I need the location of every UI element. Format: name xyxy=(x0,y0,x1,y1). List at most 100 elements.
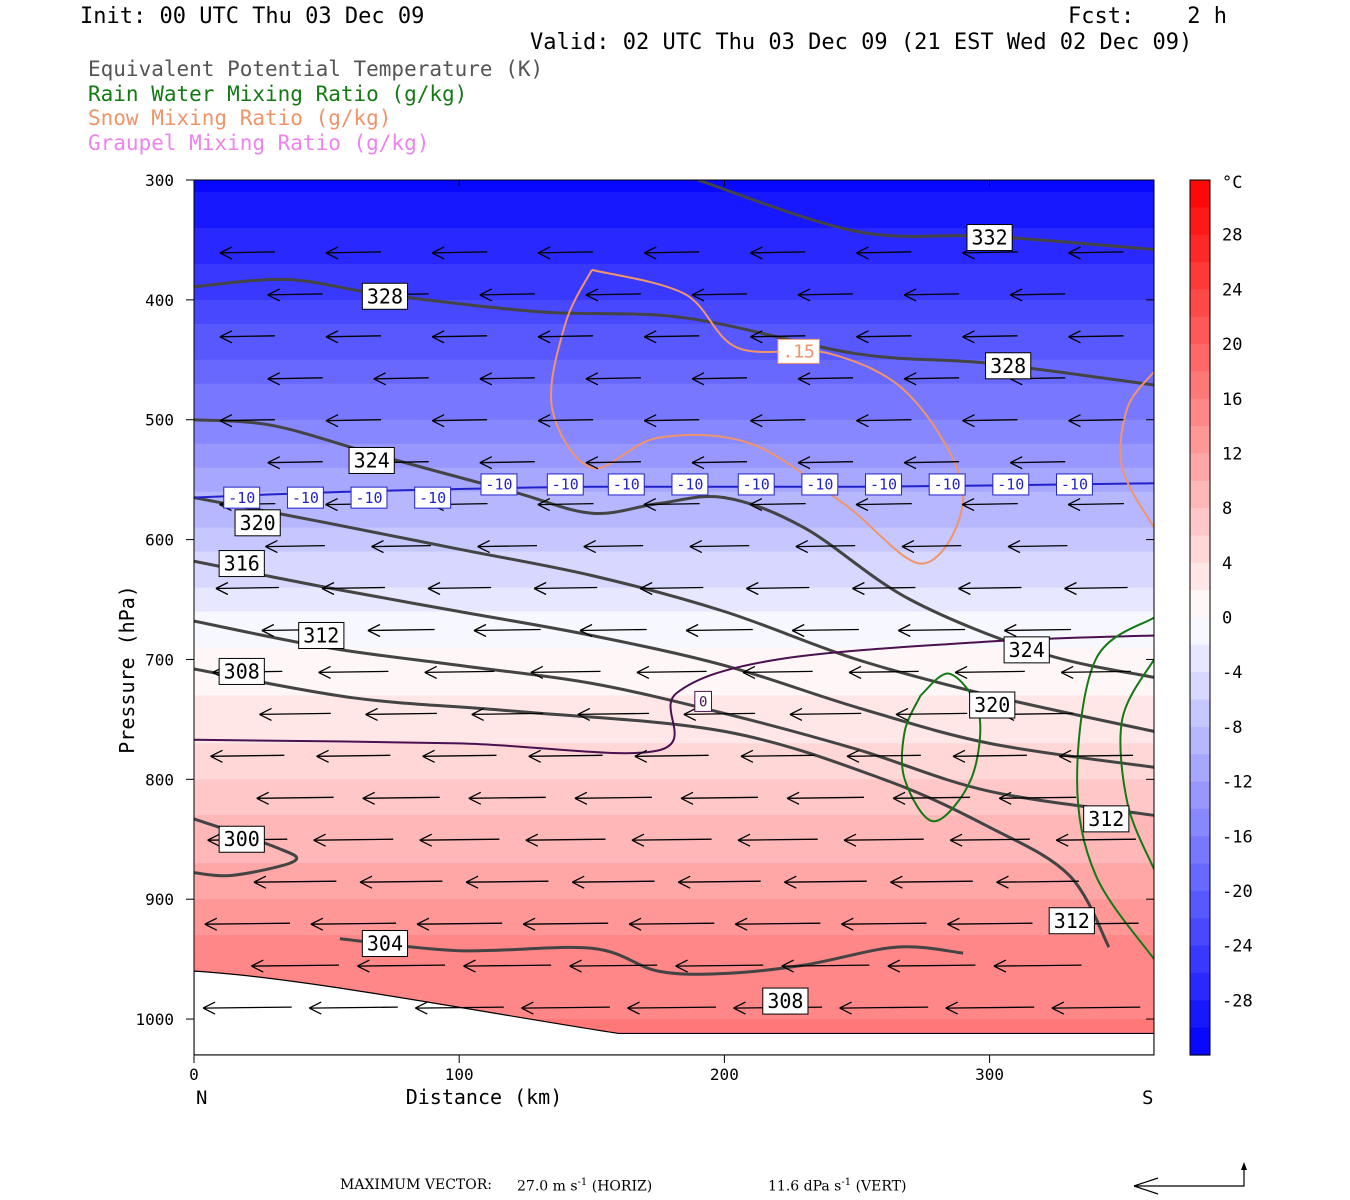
isotherm-minus10-label: -10 xyxy=(355,489,382,507)
wind-vector xyxy=(419,833,500,847)
temperature-band xyxy=(194,191,1154,205)
wind-vector xyxy=(530,665,601,679)
wind-vector xyxy=(683,707,756,721)
wind-vector xyxy=(477,540,538,554)
temperature-band xyxy=(194,575,1154,589)
isotherm-minus10-label-box xyxy=(992,473,1030,496)
wind-vector xyxy=(737,833,818,847)
wind-vector xyxy=(463,959,552,973)
theta-e-contour xyxy=(697,180,1154,251)
max-vector-horiz: 27.0 m s-1 (HORIZ) xyxy=(517,1177,652,1195)
colorbar-cell xyxy=(1190,398,1210,427)
wind-vector xyxy=(259,707,331,721)
wind-vector xyxy=(892,791,971,805)
wind-vector xyxy=(856,246,912,260)
max-vector-vert-value: 11.6 dPa s xyxy=(768,1178,842,1195)
colorbar-tick-label: -16 xyxy=(1222,827,1253,847)
temperature-band xyxy=(194,455,1154,469)
wind-vector xyxy=(746,581,810,596)
wind-vector xyxy=(367,623,435,638)
wind-vector xyxy=(791,623,859,638)
wind-vector xyxy=(691,288,748,302)
temperature-band xyxy=(194,419,1154,433)
colorbar-cell xyxy=(1190,945,1210,974)
wind-vector xyxy=(574,791,652,805)
wind-vector xyxy=(424,665,495,679)
wind-vector xyxy=(680,791,758,805)
wind-vector xyxy=(750,330,806,344)
temperature-band xyxy=(194,863,1154,876)
wind-vector xyxy=(952,749,1027,763)
wind-vector xyxy=(365,707,437,721)
temperature-band xyxy=(194,971,1154,984)
x-axis-label: Distance (km) xyxy=(406,1085,563,1109)
snow-label: .15 xyxy=(782,342,815,363)
colorbar-tick-label: 24 xyxy=(1222,280,1242,300)
wind-vector xyxy=(797,288,854,302)
theta-e-label: 312 xyxy=(303,623,339,647)
temperature-band xyxy=(194,635,1154,649)
temperature-band xyxy=(194,359,1154,373)
wind-vector xyxy=(577,707,650,721)
theta-e-contour xyxy=(194,277,1154,387)
theta-e-label: 312 xyxy=(1088,807,1124,831)
wind-vector xyxy=(202,1001,292,1015)
max-vector-horiz-unit: (HORIZ) xyxy=(591,1178,653,1195)
wind-vector xyxy=(471,707,543,721)
wind-vector xyxy=(373,372,429,386)
temperature-band xyxy=(194,887,1154,900)
isotherm-zero-label: 0 xyxy=(699,694,707,710)
wind-vector xyxy=(431,414,488,428)
temperature-band xyxy=(194,251,1154,265)
colorbar-tick-label: 16 xyxy=(1222,390,1242,410)
colorbar-tick-label: 4 xyxy=(1222,554,1232,574)
colorbar-cell xyxy=(1190,344,1210,373)
colorbar-cell xyxy=(1190,289,1210,318)
isotherm-minus10-label: -10 xyxy=(228,489,255,507)
isotherm-minus10-label-box xyxy=(480,473,518,496)
wind-vector xyxy=(750,246,806,260)
wind-vector xyxy=(325,246,382,260)
colorbar-cell xyxy=(1190,781,1210,810)
isotherm-minus10-label-box xyxy=(414,486,452,509)
wind-vector xyxy=(210,749,285,763)
colorbar-cell xyxy=(1190,726,1210,755)
wind-vector xyxy=(958,581,1022,596)
wind-vector xyxy=(734,917,821,931)
wind-vector xyxy=(895,707,968,721)
wind-vector xyxy=(890,875,973,889)
theta-e-label: 308 xyxy=(224,659,260,683)
x-tick-label: 100 xyxy=(445,1065,474,1084)
temperature-band xyxy=(194,923,1154,936)
wind-vector xyxy=(961,498,1018,512)
theta-e-label-box xyxy=(218,550,265,578)
wind-vector xyxy=(781,959,870,973)
colorbar-tick-label: 20 xyxy=(1222,335,1242,355)
colorbar-cell xyxy=(1190,890,1210,919)
temperature-band xyxy=(194,851,1154,864)
theta-e-label-box xyxy=(361,930,409,958)
wind-vector xyxy=(1064,581,1128,596)
wind-vector xyxy=(789,707,862,721)
wind-vector xyxy=(473,623,541,638)
x-end-label-north: N xyxy=(196,1087,207,1109)
wind-vector xyxy=(267,456,323,470)
wind-vector xyxy=(204,917,291,931)
temperature-band xyxy=(194,347,1154,361)
theta-e-label-box xyxy=(218,825,265,853)
wind-vector xyxy=(267,372,323,386)
colorbar-cell xyxy=(1190,207,1210,236)
wind-vector xyxy=(308,1001,398,1015)
wind-vector xyxy=(371,540,431,554)
wind-vector xyxy=(1068,246,1124,260)
theta-e-label: 312 xyxy=(1054,909,1090,933)
colorbar-cell xyxy=(1190,508,1210,537)
wind-vector xyxy=(585,372,641,386)
temperature-band xyxy=(194,323,1154,337)
theta-e-contour xyxy=(194,619,1154,817)
wind-vector xyxy=(359,875,443,889)
wind-vector xyxy=(903,288,960,302)
wind-vector xyxy=(631,833,712,847)
wind-vector xyxy=(265,540,325,554)
colorbar-cell xyxy=(1190,262,1210,290)
